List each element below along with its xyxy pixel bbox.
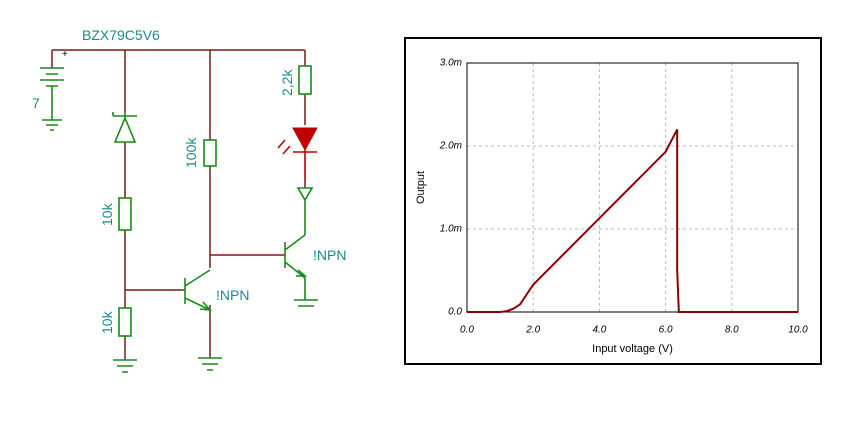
x-tick-label: 6.0 xyxy=(659,325,673,336)
plus: + xyxy=(62,49,68,60)
x-tick-label: 2.0 xyxy=(525,325,540,336)
resistor xyxy=(298,65,312,95)
led-lines xyxy=(277,139,317,180)
y-tick-label: 2.0m xyxy=(439,141,462,152)
ground xyxy=(113,299,318,373)
led xyxy=(292,127,318,152)
label: 10k xyxy=(99,310,115,334)
wire xyxy=(51,49,306,360)
label: 10k xyxy=(99,202,115,226)
label: 2,2k xyxy=(279,69,295,96)
x-tick-label: 0.0 xyxy=(460,325,474,336)
label: 7 xyxy=(32,95,40,111)
plot-area xyxy=(466,62,799,313)
chart-frame xyxy=(404,37,822,365)
y-tick-label: 1.0m xyxy=(440,224,462,235)
diode xyxy=(296,187,314,235)
resistor xyxy=(118,197,132,231)
q2 xyxy=(284,234,308,300)
q1 xyxy=(184,269,212,311)
x-tick-label: 8.0 xyxy=(725,325,739,336)
circuit: + BZX79C5V6 7 10k 10k 100k 2,2k !NPN !NP… xyxy=(32,27,346,373)
resistor xyxy=(203,139,217,167)
zener xyxy=(112,112,137,143)
data-line xyxy=(467,128,798,313)
label: !NPN xyxy=(216,287,249,303)
x-axis-label: Input voltage (V) xyxy=(592,343,673,355)
label: 100k xyxy=(183,137,199,168)
y-axis-label: Output xyxy=(415,171,427,204)
label: !NPN xyxy=(313,247,346,263)
chart: 0.0 2.0 4.0 6.0 8.0 10.0 0.0 1.0m 2.0m 3.0m Input … xyxy=(415,58,808,355)
x-tick-label: 4.0 xyxy=(592,325,606,336)
y-tick-label: 0.0 xyxy=(448,307,462,318)
x-tick-label: 10.0 xyxy=(788,325,808,336)
y-tick-label: 3.0m xyxy=(440,58,462,69)
resistor xyxy=(118,307,132,337)
label: BZX79C5V6 xyxy=(82,27,160,43)
battery xyxy=(40,67,64,131)
